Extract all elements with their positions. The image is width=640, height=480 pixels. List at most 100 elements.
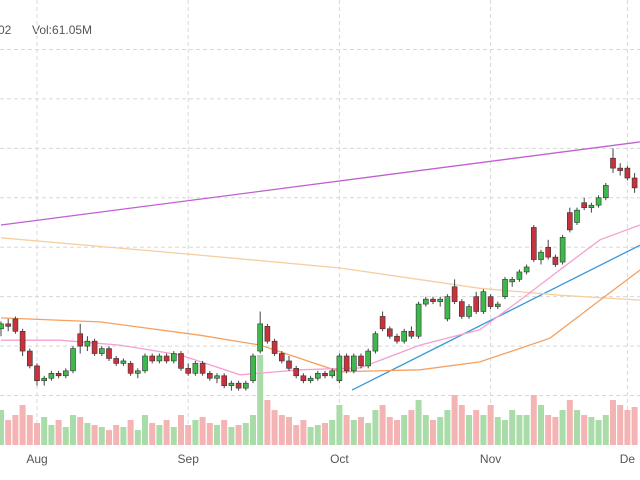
candle-body [343, 355, 350, 372]
volume-bar [98, 427, 105, 445]
volume-bar [444, 410, 451, 445]
candle-body [55, 373, 62, 377]
volume-bar [221, 420, 228, 445]
volume-bar [106, 430, 112, 445]
x-tick-label: De [620, 452, 636, 466]
volume-bar [214, 425, 220, 445]
candle-body [214, 375, 220, 379]
candle-body [106, 348, 112, 359]
candle-body [624, 167, 631, 179]
candle-body [602, 185, 609, 199]
candle-body [502, 279, 508, 297]
candle-body [422, 298, 429, 305]
candle-body [552, 256, 559, 265]
candle-body [207, 373, 213, 379]
volume-bar [264, 400, 271, 445]
candle-body [559, 237, 566, 263]
candle-body [437, 298, 444, 302]
volume-bar [300, 420, 307, 445]
volume-bar [509, 410, 516, 445]
candle-body [415, 303, 422, 337]
volume-bar [278, 415, 285, 445]
overlay-line [0, 141, 640, 226]
volume-bar [394, 420, 400, 445]
x-tick-label: Sep [178, 452, 200, 466]
candle-body [394, 335, 400, 342]
candle-body [530, 227, 537, 260]
volume-bar [487, 405, 494, 445]
candle-body [271, 340, 278, 354]
candle-body [120, 360, 127, 364]
candle-body [113, 358, 119, 364]
candle-body [84, 340, 91, 347]
candle-body [5, 323, 11, 327]
volume-bar [631, 407, 638, 445]
candle-body [336, 355, 343, 382]
volume-bar [422, 415, 429, 445]
volume-bar [617, 405, 624, 445]
volume-bar [250, 415, 256, 445]
volume-bar [271, 410, 278, 445]
candle-body [70, 348, 76, 372]
candle-body [307, 377, 314, 382]
volume-bar [120, 427, 127, 445]
candle-body [322, 373, 328, 377]
x-tick-label: Aug [26, 452, 47, 466]
candle-body [545, 246, 552, 258]
candle-body [257, 323, 264, 352]
candle-body [99, 348, 105, 354]
volume-bar [538, 405, 544, 445]
candle-body [487, 296, 494, 307]
volume-bar [480, 415, 487, 445]
candle-body [26, 350, 33, 367]
candle-body [156, 355, 163, 362]
candle-body [300, 375, 307, 382]
volume-bar [163, 420, 170, 445]
candle-body [372, 333, 379, 352]
volume-bar [566, 400, 573, 445]
volume-bar [401, 415, 408, 445]
volume-bar [466, 415, 472, 445]
volume-bar [48, 425, 55, 445]
volume-bar [595, 420, 602, 445]
volume-bar [314, 425, 321, 445]
candle-body [466, 306, 472, 317]
candle-body [610, 157, 616, 169]
candle-body [34, 365, 40, 382]
volume-bar [19, 405, 26, 445]
volume-bar [494, 417, 501, 445]
candle-body [41, 377, 48, 382]
overlay-line [1, 224, 640, 376]
candle-body [185, 368, 191, 374]
volume-bar [329, 420, 336, 445]
volume-bar [12, 415, 19, 445]
volume-bar [372, 410, 379, 445]
candle-body [243, 382, 249, 389]
volume-bar [415, 400, 422, 445]
volume-bar [206, 423, 213, 445]
volume-bar [257, 355, 264, 445]
candle-body [278, 353, 285, 362]
candle-body [77, 333, 83, 347]
candle-body [451, 286, 458, 302]
overlay-line [0, 269, 640, 373]
volume-bar [408, 410, 415, 445]
volume-bar [516, 415, 523, 445]
overlay-line [0, 237, 640, 301]
candle-body [444, 296, 451, 320]
volume-bar [523, 415, 530, 445]
volume-bar [437, 417, 444, 445]
volume-bar [113, 425, 120, 445]
candle-body [386, 328, 393, 337]
candle-body [480, 291, 487, 312]
volume-bar [149, 423, 156, 445]
candle-body [0, 323, 4, 330]
candle-body [91, 340, 98, 354]
x-tick-label: Oct [330, 452, 349, 466]
volume-bar [142, 415, 148, 445]
volume-bar [502, 420, 508, 445]
candle-body [199, 363, 206, 374]
candle-body [588, 204, 595, 208]
volume-bar [307, 427, 314, 445]
volume-bar [379, 405, 386, 445]
